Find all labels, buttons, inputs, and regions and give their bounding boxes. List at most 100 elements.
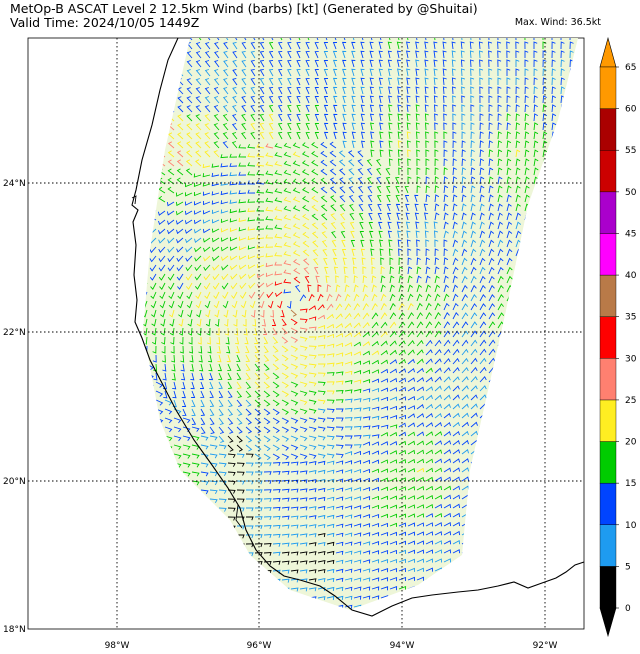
wind-barb <box>497 50 502 59</box>
wind-barb <box>398 540 406 545</box>
wind-barb <box>281 354 289 362</box>
wind-barb <box>283 278 292 284</box>
wind-barb <box>371 559 380 564</box>
wind-barb <box>287 95 292 104</box>
wind-barb <box>198 345 203 354</box>
wind-barb <box>162 372 167 381</box>
wind-barb <box>434 467 443 473</box>
colorbar-segment <box>599 233 617 276</box>
wind-barb <box>515 158 521 167</box>
wind-barb <box>524 41 529 50</box>
wind-barb <box>176 255 184 262</box>
wind-barb <box>396 221 401 230</box>
wind-barb <box>371 541 380 546</box>
wind-barb <box>434 257 440 266</box>
wind-barb <box>406 230 411 239</box>
wind-barb <box>191 390 196 398</box>
wind-barb <box>443 376 451 383</box>
wind-barb <box>235 336 240 345</box>
wind-barb <box>369 68 374 77</box>
wind-barb <box>488 41 493 50</box>
wind-barb <box>362 350 371 356</box>
wind-barb <box>296 77 301 86</box>
wind-barb <box>308 381 317 387</box>
wind-barb <box>425 513 434 518</box>
wind-barb <box>317 417 326 423</box>
wind-barb <box>451 50 456 59</box>
wind-barb <box>506 275 513 284</box>
wind-barb <box>179 345 184 354</box>
lat-label-22n: 22°N <box>3 328 26 338</box>
wind-barb <box>388 158 393 167</box>
wind-barb <box>515 50 520 59</box>
wind-barb <box>302 213 310 221</box>
wind-barb <box>397 86 402 95</box>
wind-barb <box>415 221 420 230</box>
wind-barb <box>143 318 148 327</box>
wind-barb <box>434 293 441 302</box>
wind-barb <box>515 221 522 230</box>
wind-barb <box>318 363 326 368</box>
wind-barb <box>533 50 538 58</box>
wind-barb <box>267 300 274 309</box>
wind-barb <box>407 567 415 572</box>
wind-barb <box>213 291 220 300</box>
wind-barb <box>158 228 166 235</box>
wind-barb <box>176 150 184 158</box>
wind-barb <box>407 422 416 428</box>
wind-barb <box>230 273 238 280</box>
wind-barb <box>371 425 380 430</box>
wind-barb <box>398 414 406 419</box>
wind-barb <box>326 390 335 395</box>
wind-barb <box>425 494 434 500</box>
wind-barb <box>254 399 261 407</box>
wind-barb <box>416 413 425 419</box>
wind-barb <box>376 194 382 203</box>
wind-barb <box>218 489 227 494</box>
wind-barb <box>353 577 362 582</box>
wind-barb <box>506 77 511 85</box>
wind-barb <box>425 358 433 365</box>
wind-barb <box>241 68 247 77</box>
wind-barb <box>353 398 362 403</box>
wind-barb <box>247 189 256 194</box>
wind-barb <box>203 201 211 206</box>
wind-barb <box>353 341 362 347</box>
wind-barb <box>348 186 355 194</box>
wind-barb <box>398 440 407 446</box>
wind-barb <box>398 340 406 347</box>
wind-barb <box>380 522 388 527</box>
wind-barb <box>290 587 299 592</box>
wind-barb <box>488 212 494 221</box>
wind-barb <box>178 309 184 318</box>
wind-barb <box>515 77 520 86</box>
wind-barb <box>223 69 229 77</box>
wind-barb <box>290 381 299 388</box>
wind-barb <box>167 219 175 225</box>
wind-barb <box>272 489 281 493</box>
wind-barb <box>202 191 211 196</box>
wind-barb <box>542 149 548 158</box>
wind-barb <box>171 363 176 372</box>
wind-barb <box>172 381 177 390</box>
wind-barb <box>433 86 438 95</box>
wind-barb <box>551 59 556 68</box>
wind-barb <box>184 192 193 197</box>
wind-barb <box>497 266 504 275</box>
wind-barb <box>313 266 319 275</box>
wind-barb <box>470 212 476 221</box>
colorbar-segment <box>599 441 617 484</box>
wind-barb <box>351 104 356 113</box>
wind-barb <box>434 412 442 419</box>
wind-barb <box>175 219 184 225</box>
wind-barb <box>259 77 265 86</box>
wind-barb <box>371 595 380 600</box>
wind-barb <box>333 266 339 275</box>
wind-barb <box>173 444 182 450</box>
wind-barb <box>360 68 365 77</box>
wind-barb <box>261 318 266 327</box>
wind-barb <box>268 95 274 104</box>
wind-barb <box>330 195 337 203</box>
wind-barb <box>407 330 415 338</box>
wind-barb <box>406 122 411 131</box>
